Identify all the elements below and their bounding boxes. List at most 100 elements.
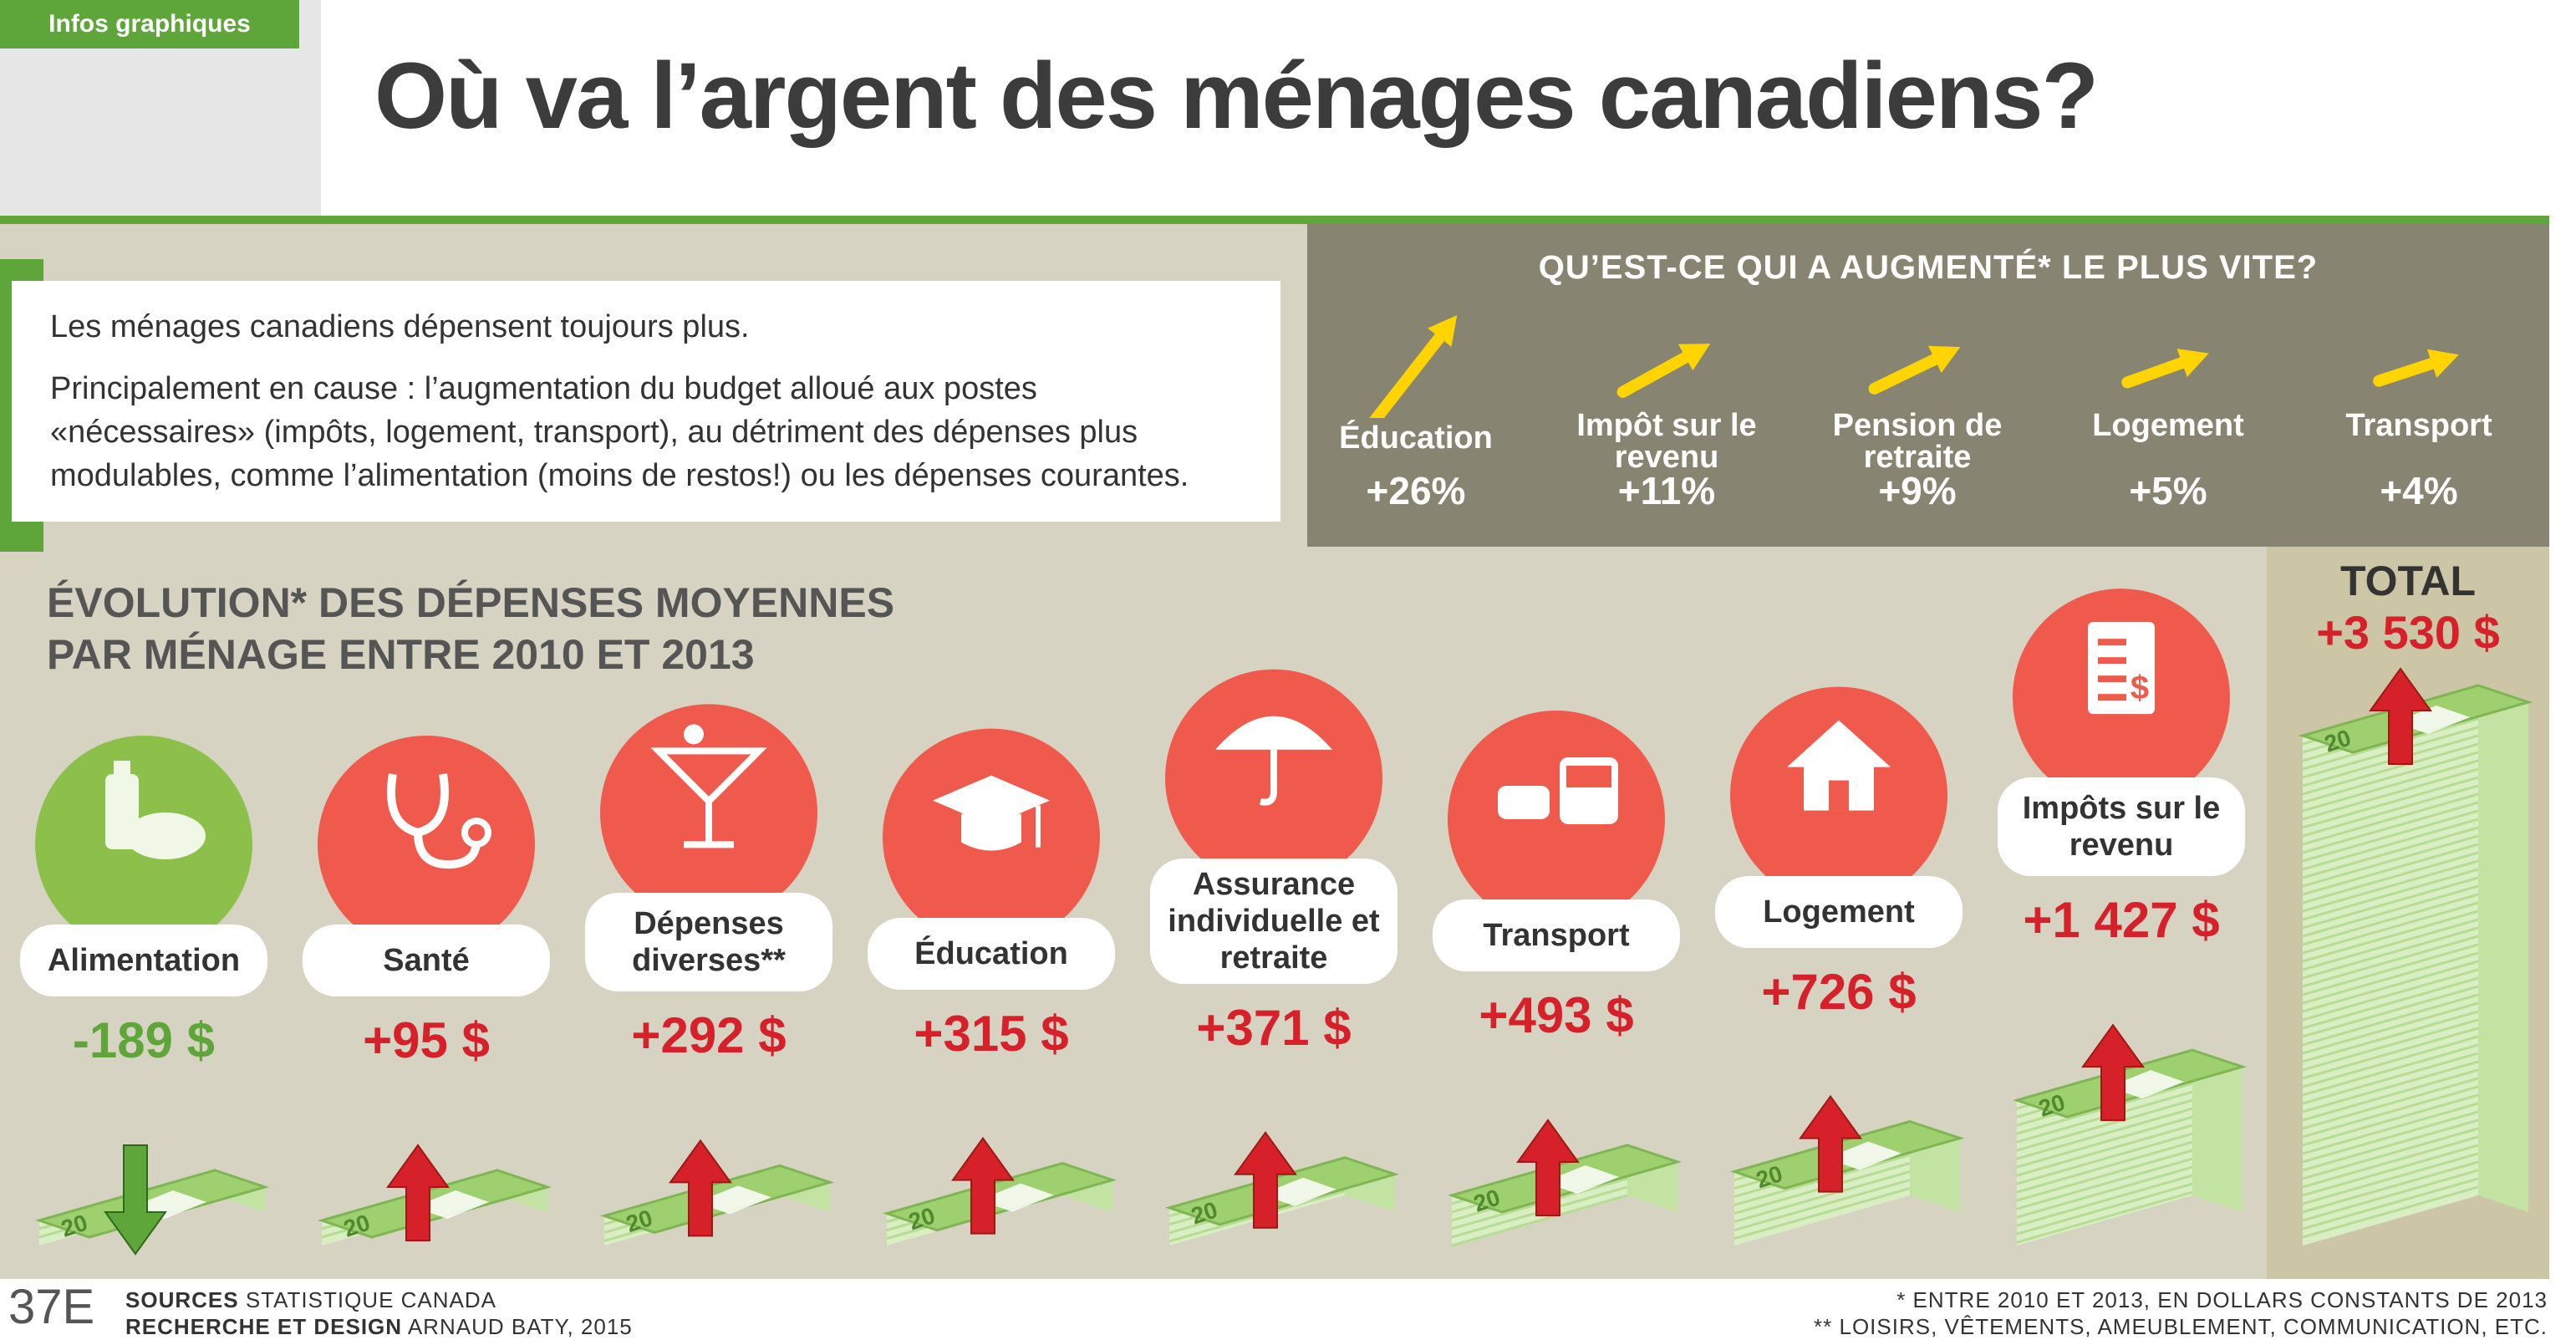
house-icon [1787, 720, 1891, 811]
banknote-window [1826, 1141, 1901, 1170]
banknote-window [2395, 706, 2470, 734]
money-stack-line [2302, 968, 2479, 1022]
money-stack-line [2302, 818, 2479, 871]
money-stack-line [2016, 1165, 2193, 1219]
stethoscope-chest [461, 818, 491, 848]
growth-panel [1307, 224, 2549, 547]
cap-top [933, 775, 1050, 826]
banknote-window [1544, 1164, 1619, 1194]
money-stack-line [2016, 1115, 2193, 1169]
growth-value: +26% [1366, 469, 1466, 512]
car-body [1498, 785, 1550, 819]
house-door [1829, 780, 1849, 811]
money-stack-line [2016, 1098, 2193, 1152]
umbrella-icon [1215, 716, 1332, 806]
growth-arrow-head [1927, 345, 1961, 374]
money-stack-line [2302, 1177, 2479, 1230]
cocktail-icon [650, 724, 767, 848]
money-stack-line [2302, 1118, 2479, 1172]
evolution-title-line-2: PAR MÉNAGE ENTRE 2010 ET 2013 [47, 631, 755, 678]
money-stack-line [2302, 1010, 2479, 1063]
money-stack-side [2192, 1050, 2243, 1212]
money-stack-line [2302, 976, 2479, 1030]
total-column-stack: 20 [2298, 667, 2533, 1246]
house-roof [1787, 720, 1891, 767]
growth-value: +11% [1617, 469, 1716, 512]
money-stack-line [2302, 893, 2479, 946]
money-stack-line [2302, 1001, 2479, 1055]
evolution-title-line-1: ÉVOLUTION* DES DÉPENSES MOYENNES [47, 579, 895, 626]
money-stack-line [2302, 1093, 2479, 1147]
money-stack-line [2302, 801, 2479, 854]
icon-circle [318, 736, 535, 953]
money-stack-line [2302, 1043, 2479, 1097]
money-stack-line [2302, 960, 2479, 1013]
growth-arrow-shaft [1868, 347, 1953, 395]
money-stack-line [2302, 809, 2479, 863]
money-stack-line [1733, 1170, 1911, 1224]
category-label: Santé [303, 925, 550, 996]
chart-column: 20 [599, 1139, 835, 1246]
arrow-up-icon [1799, 1094, 1862, 1193]
chart-column: 20 [34, 1144, 270, 1256]
money-stack-line [2016, 1157, 2193, 1210]
data-label: +95 $ [363, 1012, 490, 1068]
category-label: Transport [1433, 899, 1680, 971]
money-stack-line [2302, 951, 2479, 1005]
money-stack-line [2302, 784, 2479, 838]
page-title: Où va l’argent des ménages canadiens? [374, 43, 2099, 148]
growth-arrow-head [2426, 349, 2459, 378]
money-stack-line [2302, 901, 2479, 955]
data-label: +292 $ [631, 1007, 787, 1064]
footer-note-2: ** LOISIRS, VÊTEMENTS, AMEUBLEMENT, COMM… [1814, 1314, 2548, 1339]
growth-value: +9% [1878, 469, 1957, 512]
money-stack-line [2302, 1085, 2479, 1139]
money-stack-line [2016, 1132, 2193, 1185]
money-stack-line [2016, 1140, 2193, 1194]
money-stack-line [2302, 918, 2479, 971]
icon-circle [1448, 710, 1665, 928]
total-value: +3 530 $ [2316, 606, 2500, 659]
data-label: +493 $ [1479, 986, 1634, 1043]
growth-label: Logement [2092, 408, 2244, 443]
data-label: +315 $ [914, 1005, 1069, 1062]
chart-column: 20 [2012, 1023, 2248, 1246]
growth-arrow-icon [2121, 349, 2209, 389]
money-stack-line [2302, 1068, 2479, 1122]
footer-design: RECHERCHE ET DESIGN ARNAUD BATY, 2015 [125, 1314, 633, 1340]
logo: 37E [8, 1280, 95, 1334]
category-label: Logement [1715, 875, 1963, 948]
growth-label: Impôt sur le revenu [1576, 408, 1757, 475]
money-stack-line [1733, 1179, 1911, 1232]
category-label: Assurance individuelle et retraite [1150, 858, 1397, 984]
growth-label: Éducation [1339, 420, 1493, 456]
arrow-up-icon [1234, 1131, 1297, 1229]
footer-note-1: * ENTRE 2010 ET 2013, EN DOLLARS CONSTAN… [1896, 1287, 2548, 1312]
footer-sources: SOURCES STATISTIQUE CANADA [125, 1287, 496, 1313]
arrow-up-icon [1516, 1118, 1580, 1216]
stethoscope-cord [414, 832, 481, 869]
banknote-window [2109, 1070, 2184, 1099]
money-stack-line [2302, 792, 2479, 846]
money-stack-front [2303, 685, 2478, 1246]
cap-base [961, 813, 1021, 851]
money-stack-line [2302, 1152, 2479, 1205]
growth-label: Transport [2345, 408, 2492, 443]
money-stack-line [2302, 767, 2479, 821]
growth-arrow-head [1428, 314, 1458, 347]
form-line [2098, 675, 2126, 683]
intro-line-1: Les ménages canadiens dépensent toujours… [50, 309, 750, 344]
money-stack-line [2302, 1035, 2479, 1088]
money-stack-line [2302, 1135, 2479, 1189]
intro-line-2b: «nécessaires» (impôts, logement, transpo… [50, 415, 1138, 450]
money-stack-line [2016, 1190, 2193, 1244]
growth-arrow-shaft [1616, 344, 1703, 398]
money-stack-line [1733, 1187, 1911, 1241]
footer-design-value: ARNAUD BATY, 2015 [407, 1314, 633, 1339]
section-tag: Infos graphiques [0, 0, 299, 48]
total-label: TOTAL [2339, 558, 2476, 604]
money-stack-line [2302, 1018, 2479, 1072]
money-stack-line [2302, 1077, 2479, 1130]
money-stack-line [2302, 843, 2479, 896]
food-icon [105, 761, 206, 859]
